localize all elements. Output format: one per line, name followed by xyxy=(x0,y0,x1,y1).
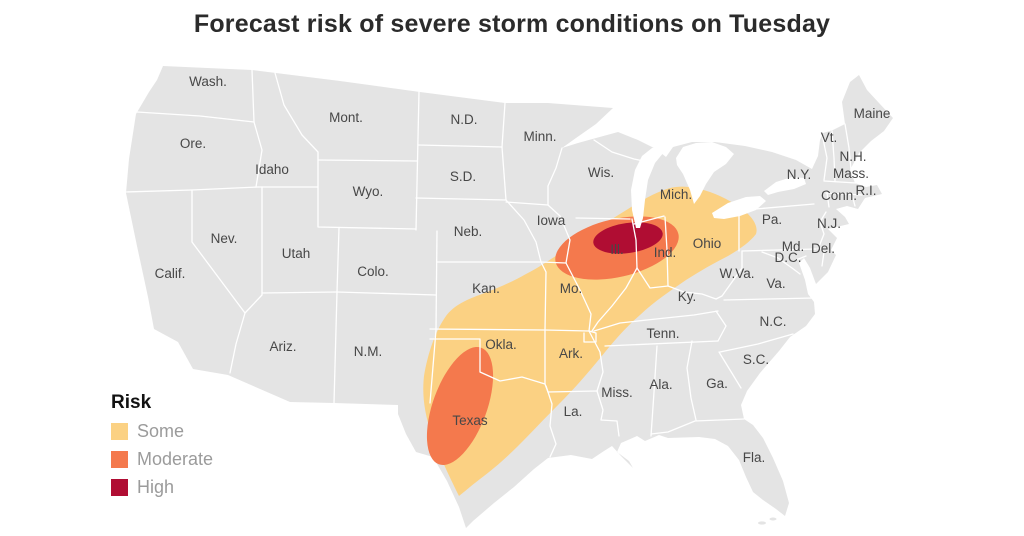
state-label-nc: N.C. xyxy=(760,314,787,329)
state-label-ala: Ala. xyxy=(649,377,672,392)
state-label-nh: N.H. xyxy=(840,149,867,164)
state-label-utah: Utah xyxy=(282,246,311,261)
state-label-mich: Mich. xyxy=(660,187,692,202)
risk-area-some xyxy=(423,186,757,496)
state-label-mont: Mont. xyxy=(329,110,363,125)
risk-area-high-illinois xyxy=(593,222,663,254)
state-label-nj: N.J. xyxy=(817,216,841,231)
legend-heading: Risk xyxy=(111,392,152,413)
state-label-maine: Maine xyxy=(854,106,891,121)
state-label-miss: Miss. xyxy=(601,385,633,400)
state-label-nm: N.M. xyxy=(354,344,383,359)
great-lakes xyxy=(631,142,806,228)
state-label-tenn: Tenn. xyxy=(646,326,679,341)
state-label-ind: Ind. xyxy=(654,245,677,260)
lake-ontario xyxy=(764,177,806,195)
lake-huron xyxy=(676,142,734,204)
state-label-kan: Kan. xyxy=(472,281,500,296)
state-label-fla: Fla. xyxy=(743,450,766,465)
legend-swatch-moderate xyxy=(111,450,128,468)
state-label-vt: Vt. xyxy=(821,130,838,145)
legend-swatch-some xyxy=(111,422,128,440)
state-label-ri: R.I. xyxy=(855,183,876,198)
state-label-okla: Okla. xyxy=(485,337,517,352)
state-label-md: Md. xyxy=(782,239,805,254)
state-label-wva: W.Va. xyxy=(719,266,754,281)
state-label-mo: Mo. xyxy=(560,281,583,296)
state-label-wash: Wash. xyxy=(189,74,227,89)
state-label-sd: S.D. xyxy=(450,169,476,184)
state-label-wyo: Wyo. xyxy=(353,184,384,199)
risk-layer xyxy=(423,186,757,496)
state-label-ky: Ky. xyxy=(678,289,697,304)
state-label-iowa: Iowa xyxy=(537,213,566,228)
risk-area-moderate-texas xyxy=(426,347,494,465)
state-label-conn: Conn. xyxy=(821,188,857,203)
state-borders xyxy=(124,69,863,458)
state-label-ohio: Ohio xyxy=(693,236,722,251)
state-label-nd: N.D. xyxy=(451,112,478,127)
state-label-minn: Minn. xyxy=(523,129,556,144)
florida-keys xyxy=(758,521,766,525)
state-label-ore: Ore. xyxy=(180,136,206,151)
state-label-del: Del. xyxy=(811,241,835,256)
state-label-idaho: Idaho xyxy=(255,162,289,177)
state-label-ny: N.Y. xyxy=(787,167,812,182)
state-label-va: Va. xyxy=(766,276,785,291)
legend-swatch-high xyxy=(111,478,128,496)
page-title: Forecast risk of severe storm conditions… xyxy=(193,10,831,38)
state-label-texas: Texas xyxy=(452,413,488,428)
legend-item-some: Some xyxy=(111,422,213,440)
state-label-colo: Colo. xyxy=(357,264,389,279)
state-label-la: La. xyxy=(564,404,583,419)
state-label-ariz: Ariz. xyxy=(270,339,297,354)
legend-item-moderate: Moderate xyxy=(111,450,213,468)
state-label-ill: Ill. xyxy=(610,242,624,257)
state-label-neb: Neb. xyxy=(454,224,483,239)
legend-item-high: High xyxy=(111,478,213,496)
state-label-calif: Calif. xyxy=(155,266,186,281)
state-label-mass: Mass. xyxy=(833,166,869,181)
florida-keys-2 xyxy=(769,517,777,521)
state-label-pa: Pa. xyxy=(762,212,782,227)
legend: Risk Some Moderate High xyxy=(111,392,213,506)
lake-michigan xyxy=(631,146,664,228)
state-label-sc: S.C. xyxy=(743,352,769,367)
state-labels-layer: Wash. Ore. Calif. Nev. Idaho Mont. Wyo. Utah Col… xyxy=(155,74,891,465)
state-label-ark: Ark. xyxy=(559,346,583,361)
state-label-wis: Wis. xyxy=(588,165,614,180)
lake-erie xyxy=(712,196,766,219)
legend-label-high: High xyxy=(137,477,175,497)
state-label-ga: Ga. xyxy=(706,376,728,391)
legend-label-moderate: Moderate xyxy=(137,449,214,469)
legend-label-some: Some xyxy=(137,421,185,441)
state-label-nev: Nev. xyxy=(211,231,238,246)
state-label-dc: D.C. xyxy=(775,250,802,265)
